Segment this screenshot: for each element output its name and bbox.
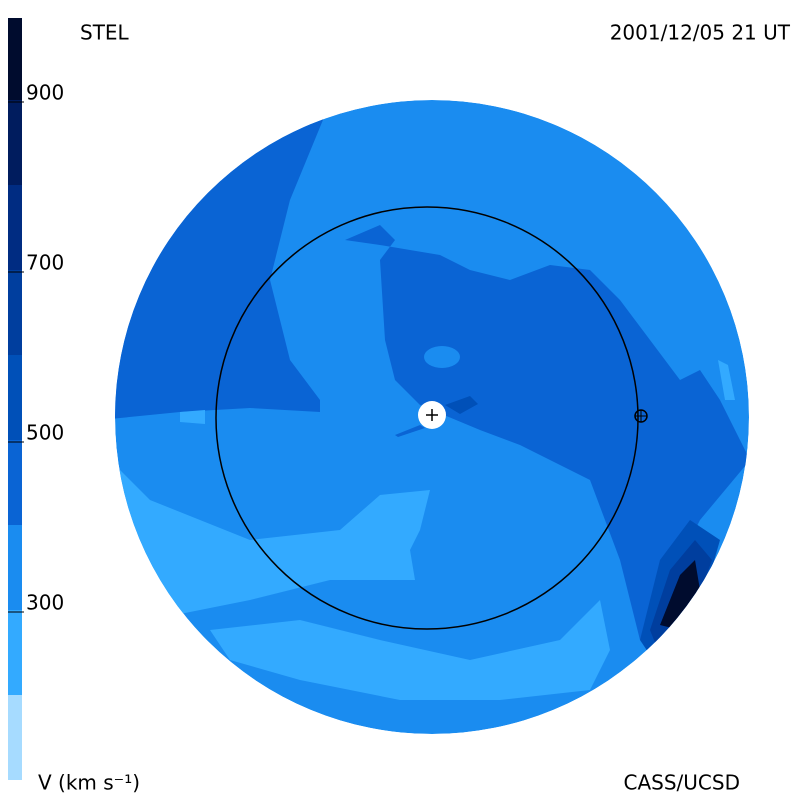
velocity-disk bbox=[115, 100, 749, 734]
colorbar-tick-label: 500 bbox=[26, 421, 64, 445]
colorbar: 300 500 700 900 bbox=[8, 18, 64, 780]
date-label: 2001/12/05 21 UT bbox=[610, 21, 791, 45]
colorbar-band bbox=[8, 100, 22, 185]
colorbar-band bbox=[8, 355, 22, 440]
earth-marker bbox=[635, 410, 647, 422]
colorbar-band bbox=[8, 18, 22, 100]
sun-marker bbox=[426, 409, 438, 421]
observatory-label: STEL bbox=[80, 21, 130, 45]
colorbar-band bbox=[8, 185, 22, 270]
colorbar-tick-label: 700 bbox=[26, 251, 64, 275]
colorbar-band bbox=[8, 695, 22, 780]
credit-label: CASS/UCSD bbox=[624, 771, 740, 795]
colorbar-band bbox=[8, 525, 22, 610]
colorbar-tick-label: 900 bbox=[26, 81, 64, 105]
colorbar-band bbox=[8, 270, 22, 355]
earth-orbit bbox=[215, 206, 639, 630]
colorbar-tick-label: 300 bbox=[26, 591, 64, 615]
unit-label: V (km s⁻¹) bbox=[38, 771, 140, 795]
colorbar-band bbox=[8, 610, 22, 695]
colorbar-band bbox=[8, 440, 22, 525]
